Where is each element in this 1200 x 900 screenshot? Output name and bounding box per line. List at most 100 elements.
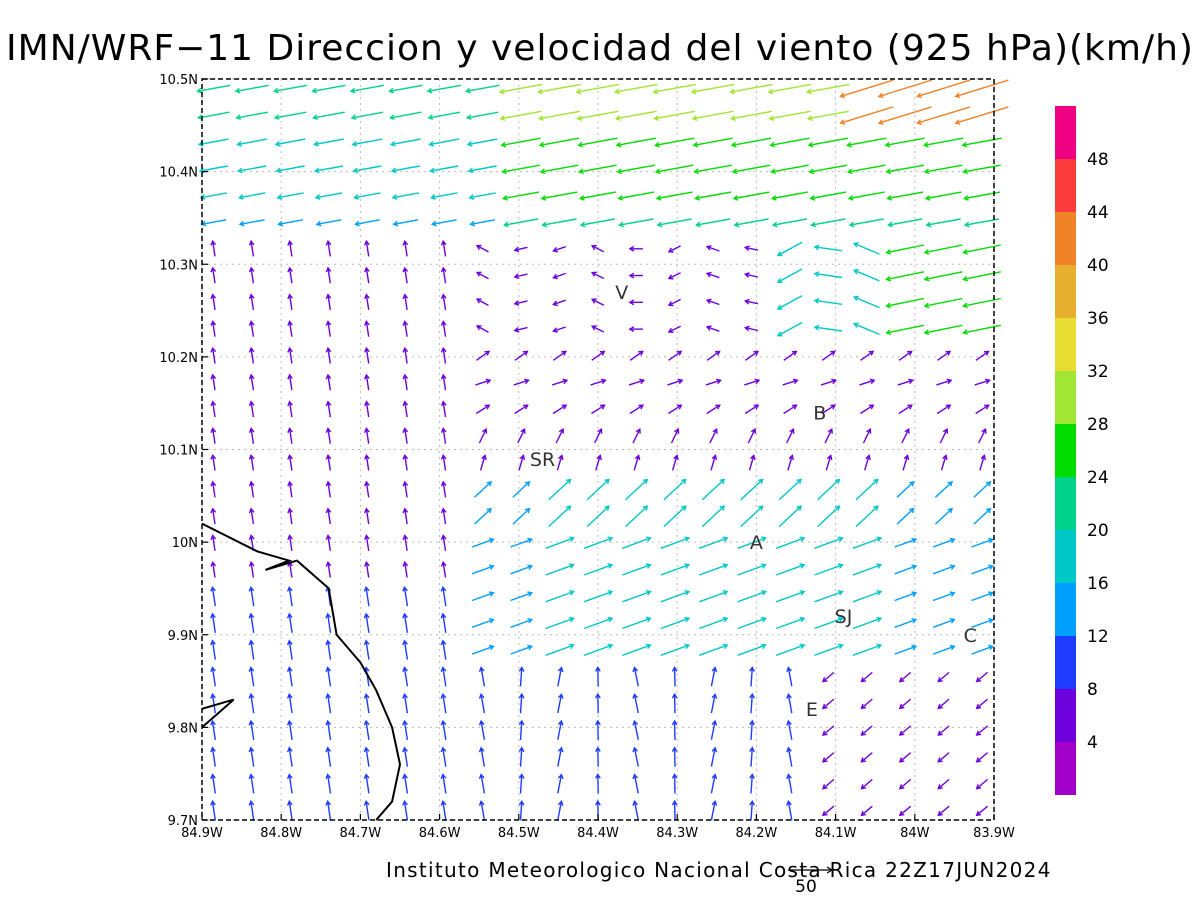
wind-vector (199, 192, 228, 200)
wind-vector (590, 244, 605, 253)
wind-vector (518, 666, 525, 687)
wind-vector (628, 378, 646, 386)
wind-vector (821, 725, 835, 736)
wind-vector (632, 693, 639, 714)
wind-vector (744, 404, 760, 415)
wind-vector (628, 326, 643, 333)
wind-vector (813, 324, 843, 332)
wind-vector (286, 585, 293, 607)
legend-swatch (1055, 583, 1076, 636)
wind-vector (632, 773, 639, 794)
legend-swatch (1055, 212, 1076, 265)
wind-vector (402, 293, 409, 311)
wind-vector (363, 612, 370, 633)
wind-vector (325, 427, 332, 444)
wind-vector (311, 84, 346, 94)
wind-vector (196, 84, 231, 94)
wind-vector (286, 692, 293, 714)
wind-vector (440, 320, 447, 337)
wind-vector (390, 165, 420, 174)
wind-vector (583, 643, 614, 656)
wind-vector (937, 698, 950, 710)
wind-vector (594, 692, 601, 714)
wind-vector (660, 563, 691, 576)
wind-vector (898, 404, 913, 415)
wind-vector (821, 778, 835, 790)
wind-vector (248, 692, 255, 714)
wind-vector (471, 537, 495, 548)
wind-vector (710, 454, 718, 471)
wind-vector (591, 350, 606, 361)
wind-vector (248, 560, 255, 578)
wind-vector (325, 799, 332, 821)
wind-vector (352, 165, 382, 174)
wind-vector (775, 563, 806, 576)
wind-vector (975, 805, 989, 817)
wind-vector (248, 639, 255, 660)
wind-vector (586, 478, 610, 501)
legend-swatch (1055, 689, 1076, 742)
wind-vector (248, 773, 255, 794)
wind-vector (363, 585, 370, 607)
wind-vector (248, 453, 255, 471)
wind-vector (975, 752, 989, 763)
wind-vector (860, 350, 875, 361)
wind-vector (235, 111, 269, 121)
wind-vector (852, 269, 880, 282)
wind-vector (313, 138, 344, 147)
wind-vector (364, 453, 370, 471)
wind-vector (860, 752, 873, 763)
wind-vector (552, 404, 568, 415)
wind-vector (768, 110, 811, 121)
wind-vector (974, 378, 991, 386)
wind-vector (591, 404, 606, 415)
wind-vector (961, 137, 1002, 148)
wind-vector (210, 612, 216, 633)
wind-vector (971, 644, 994, 655)
wind-vector (852, 590, 883, 603)
wind-vector (557, 746, 564, 767)
wind-vector (478, 666, 486, 687)
wind-vector (855, 478, 879, 501)
lat-tick-label: 9.7N (168, 814, 198, 829)
wind-vector (654, 137, 695, 148)
wind-vector (852, 563, 883, 576)
wind-vector (388, 84, 423, 94)
lon-tick-label: 84.3W (656, 826, 698, 841)
wind-vector (706, 350, 721, 361)
wind-vector (732, 191, 770, 201)
wind-vector (540, 191, 578, 201)
wind-vector (545, 536, 575, 549)
legend-swatch (1055, 636, 1076, 689)
wind-vector (325, 746, 332, 767)
wind-vector (286, 666, 293, 687)
wind-vector (925, 218, 961, 228)
lon-tick-label: 84.4W (577, 826, 619, 841)
wind-vector (325, 453, 332, 471)
wind-vector (577, 137, 618, 148)
wind-vector (287, 266, 293, 284)
wind-vector (325, 266, 332, 284)
wind-vector (576, 110, 619, 121)
wind-vector (775, 536, 806, 549)
wind-vector (583, 536, 614, 549)
wind-vector (545, 563, 575, 576)
wind-vector (210, 266, 217, 284)
wind-vector (923, 164, 963, 175)
wind-vector (440, 719, 447, 741)
wind-vector (353, 192, 381, 200)
legend-label: 48 (1087, 150, 1109, 170)
wind-vector (894, 537, 918, 548)
wind-vector (934, 507, 954, 525)
wind-vector (776, 321, 803, 337)
legend-swatch (1055, 530, 1076, 583)
lon-tick-label: 84.6W (419, 826, 461, 841)
wind-vector (973, 480, 992, 498)
wind-vector (210, 453, 217, 471)
wind-vector (936, 404, 952, 415)
wind-vector (814, 616, 844, 630)
wind-vector (701, 478, 726, 501)
wind-vector (629, 350, 644, 361)
wind-vector (743, 272, 759, 278)
wind-vector (440, 612, 447, 633)
